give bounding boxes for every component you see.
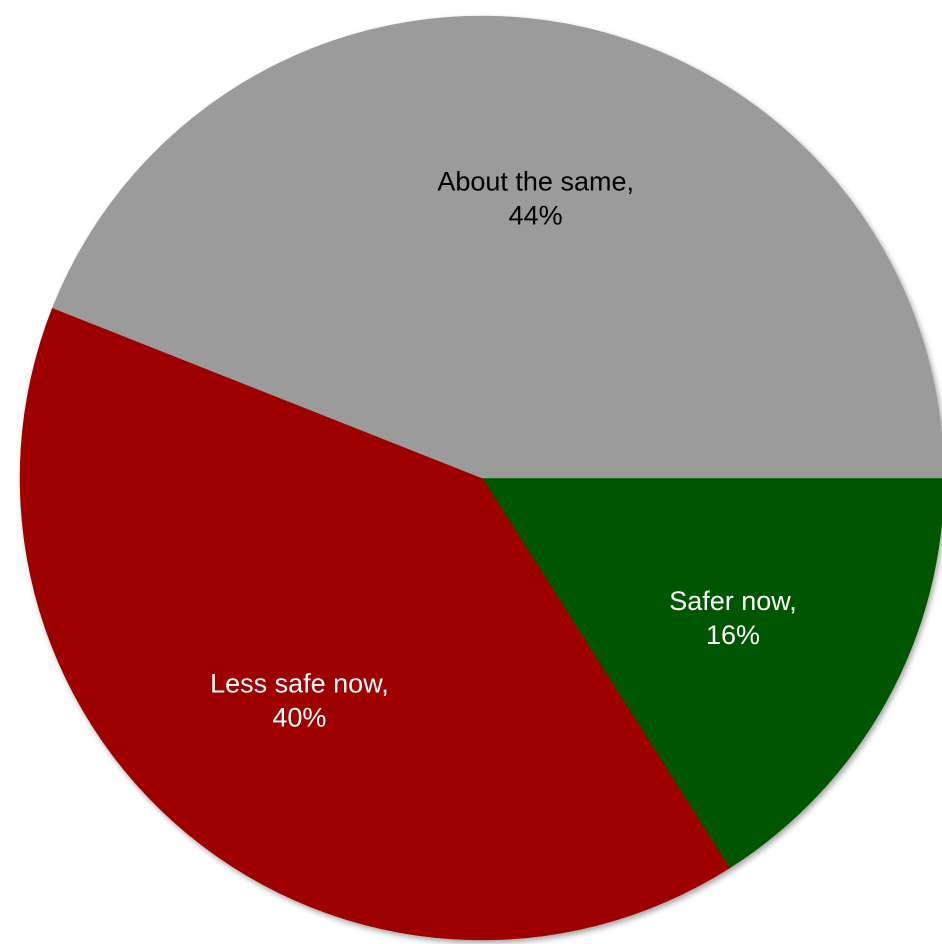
pie-slice-value-1: 40% — [272, 703, 326, 733]
pie-slice-label-1: Less safe now, 40% — [210, 669, 389, 733]
pie-slice-label-0: Safer now, 16% — [669, 586, 797, 650]
pie-slice-category-1: Less safe now, — [210, 669, 389, 699]
pie-slice-0 — [481, 477, 942, 869]
pie-slice-value-2: 44% — [509, 201, 563, 231]
pie-slice-category-0: Safer now, — [669, 586, 797, 616]
pie-slice-2 — [52, 15, 942, 479]
pie-slice-label-2: About the same, 44% — [437, 167, 634, 231]
pie-slice-category-2: About the same, — [437, 167, 634, 197]
pie-slice-value-0: 16% — [706, 620, 760, 650]
pie-labels: Safer now, 16% Less safe now, 40% About the … — [210, 167, 797, 733]
pie-slice-1 — [19, 307, 730, 941]
pie-slices — [19, 15, 942, 941]
